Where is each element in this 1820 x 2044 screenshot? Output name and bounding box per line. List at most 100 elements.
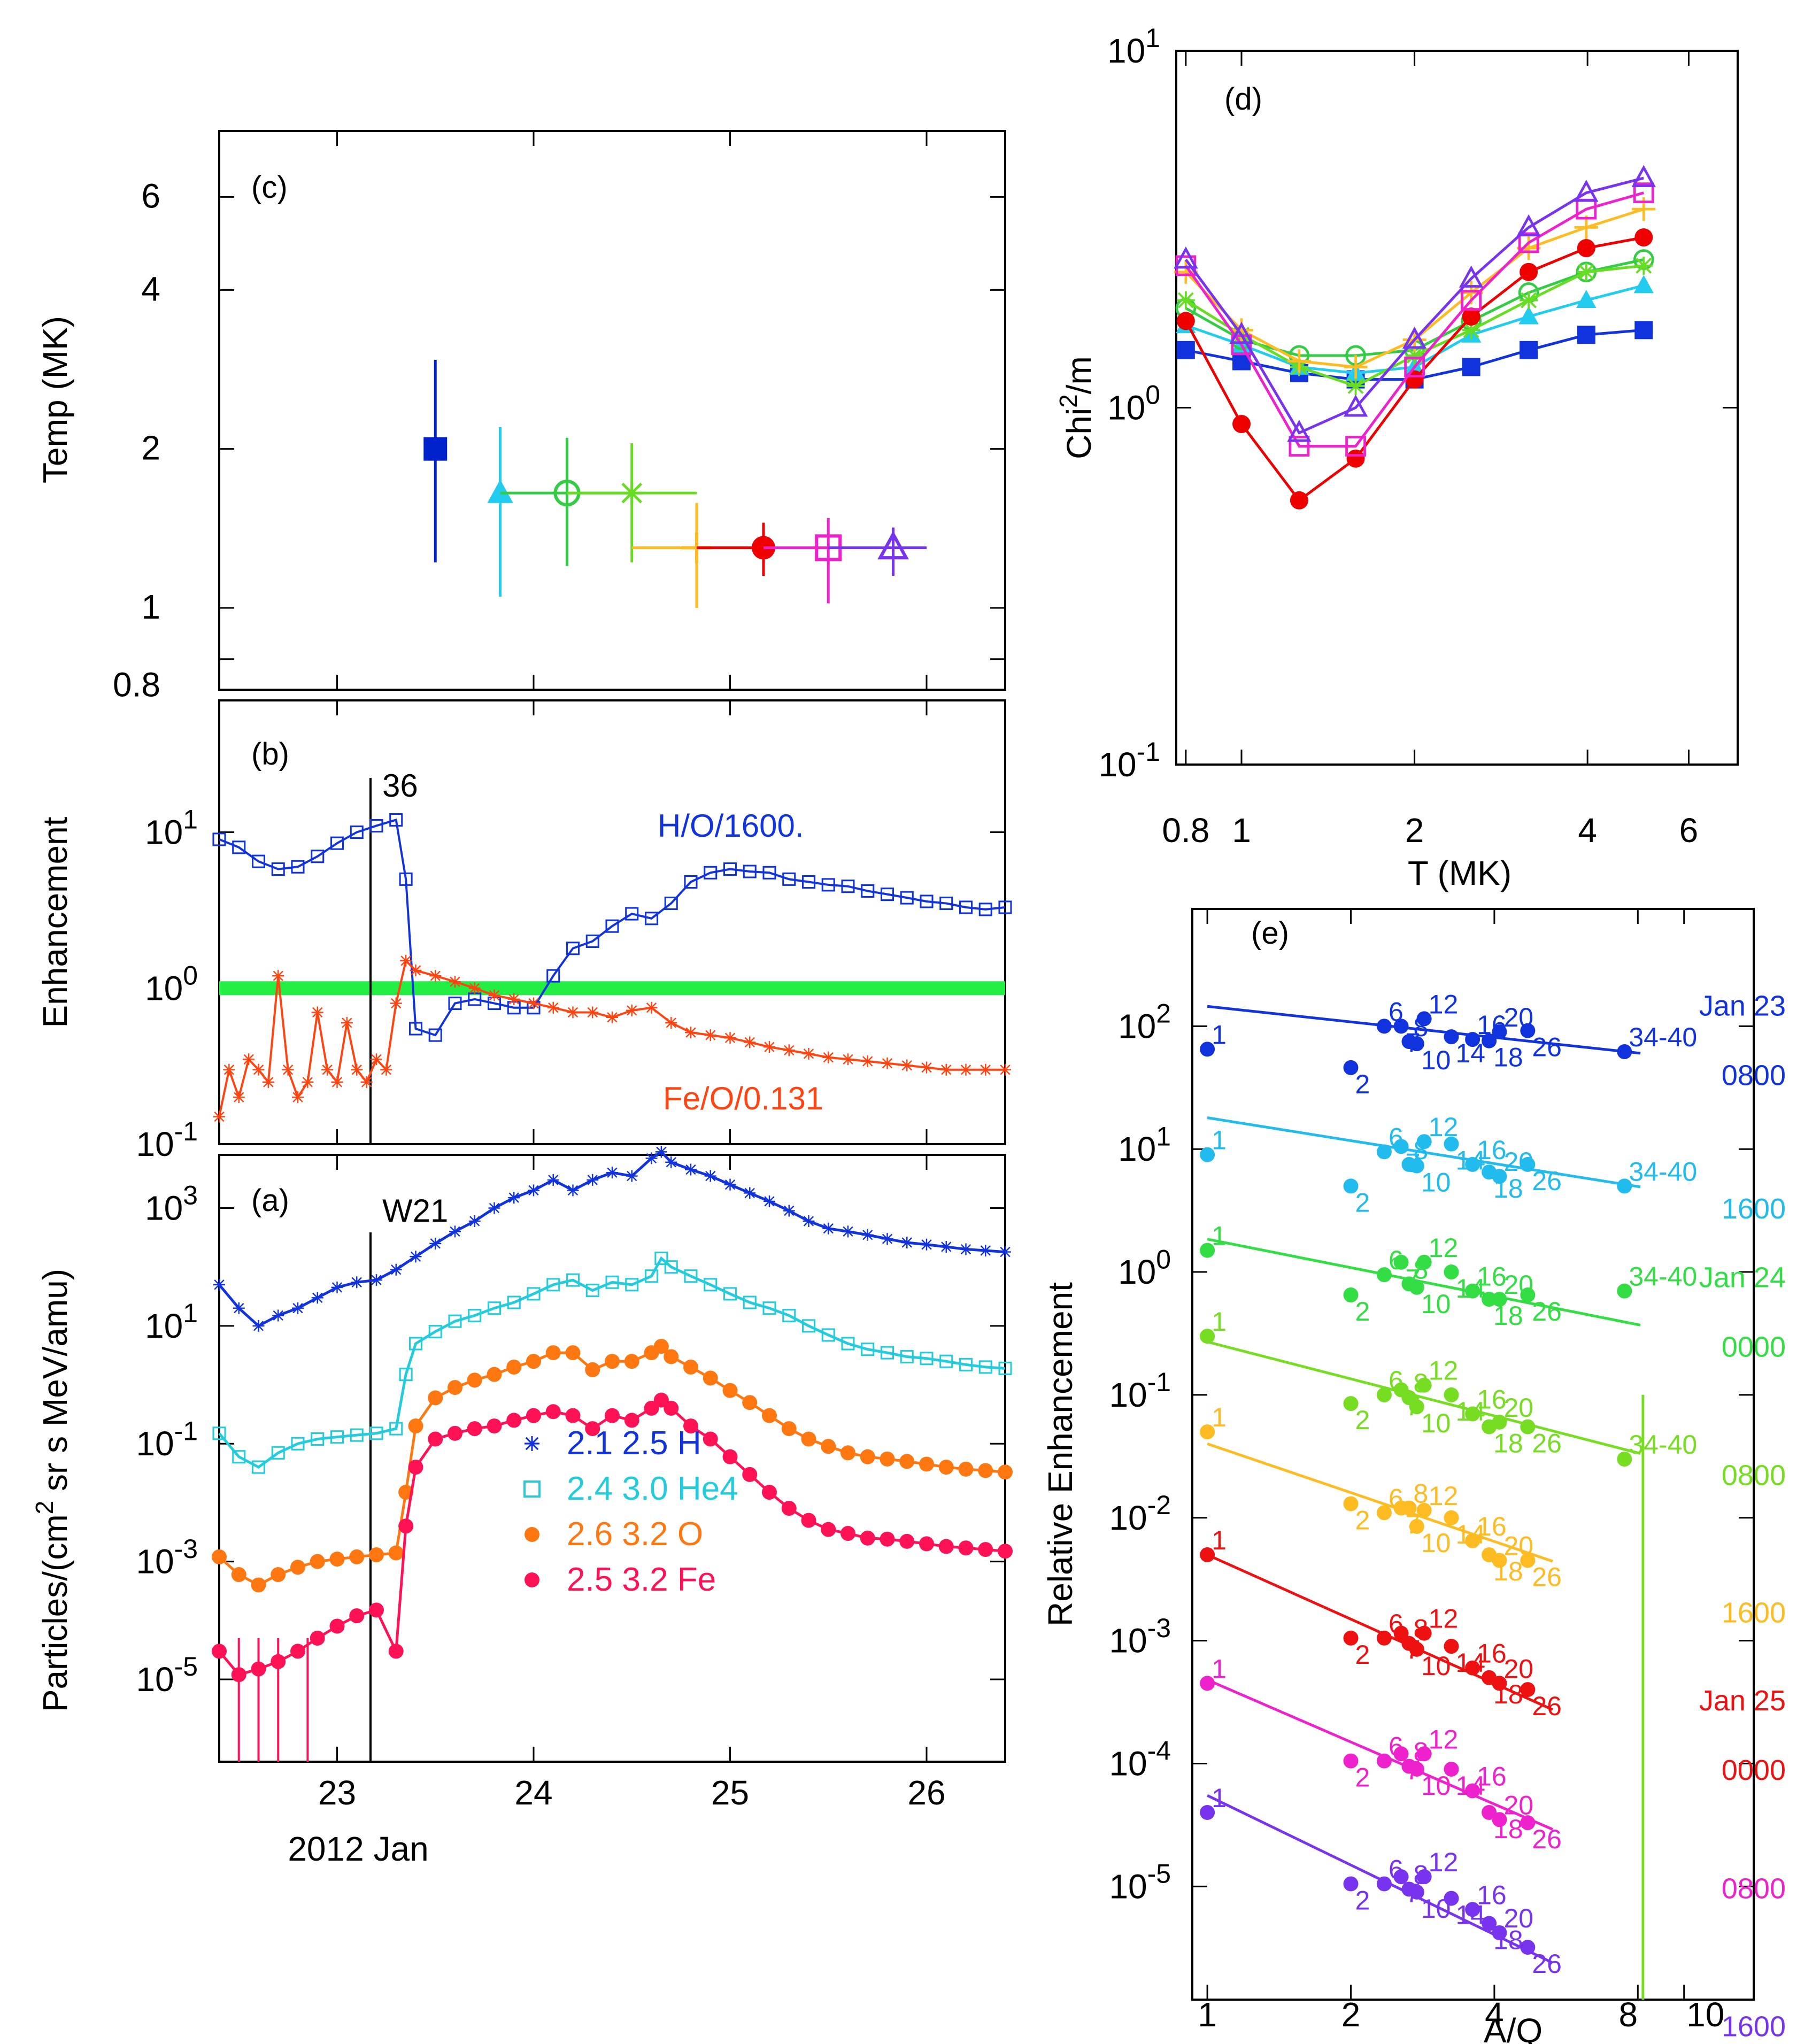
panel-a-series-0-point-31	[803, 1215, 815, 1227]
panel-d-frame	[1175, 50, 1739, 766]
panel-e-series-6-zlabel-8: 16	[1477, 1761, 1507, 1791]
panel-d-series-5-point-3	[1346, 449, 1365, 468]
panel-c-point-7	[877, 530, 909, 560]
panel-d-xtick-label-3: 4	[1578, 811, 1597, 850]
panel-a-series-3-point-28	[722, 1449, 738, 1464]
panel-d-series-6-point-8	[1633, 182, 1654, 204]
panel-a-series-0-point-41	[999, 1246, 1011, 1258]
panel-a-series-0-point-23	[655, 1146, 667, 1158]
panel-b-series-1-point-35	[704, 1029, 716, 1042]
panel-e-series-2-point-12	[1617, 1283, 1632, 1299]
panel-c-frame	[218, 130, 1006, 691]
panel-a-series-0-point-19	[587, 1174, 599, 1186]
panel-e-series-1-point-5	[1409, 1158, 1424, 1174]
panel-d-series-4-point-3	[1344, 355, 1368, 379]
panel-a-series-2-point-31	[781, 1421, 797, 1437]
panel-b-series-0-point-31	[801, 875, 816, 889]
panel-b-series-1-point-10	[311, 1006, 323, 1019]
panel-a-series-0-point-39	[960, 1243, 972, 1255]
panel-a-series-2-point-40	[958, 1461, 974, 1477]
panel-a-series-3-point-40	[958, 1540, 974, 1556]
panel-b-series-0-point-30	[782, 872, 796, 886]
panel-a-marker-label: W21	[382, 1193, 448, 1229]
panel-e-series-3-point-6	[1416, 1377, 1432, 1393]
panel-e-series-7-zlabel-1: 2	[1355, 1885, 1370, 1915]
panel-b-series-0-point-24	[664, 897, 678, 911]
panel-e-series-6-point-1	[1343, 1753, 1359, 1769]
panel-a-series-3-point-21	[605, 1408, 620, 1423]
panel-e-series-3-zlabel-10: 20	[1503, 1393, 1533, 1423]
panel-a-ytick-label-4-exp: -5	[174, 1652, 198, 1682]
panel-a-series-3-point-0	[212, 1644, 227, 1659]
panel-a-series-1-point-20	[585, 1283, 599, 1298]
panel-a-series-2-point-30	[762, 1408, 777, 1423]
panel-e-series-0-fit	[1207, 1005, 1641, 1055]
panel-b-series-0-point-10	[399, 872, 413, 886]
panel-a-series-0-point-20	[606, 1167, 618, 1179]
panel-a-legend-marker-2	[525, 1527, 539, 1542]
panel-d-series-5-point-0	[1176, 312, 1195, 330]
panel-e-series-2-zlabel-0: 1	[1212, 1221, 1227, 1251]
panel-a-xlabel: 2012 Jan	[288, 1830, 428, 1868]
panel-a-series-2-point-21	[605, 1354, 620, 1369]
panel-a-series-2-point-35	[860, 1449, 875, 1464]
panel-e-series-2-point-1	[1343, 1287, 1359, 1303]
panel-e-ytick-label-1: 101	[1118, 1121, 1171, 1168]
panel-a-series-1-point-26	[684, 1269, 698, 1283]
panel-e-series-2-time: 0000	[1722, 1331, 1786, 1363]
panel-a-ytick-label-2: 10-1	[136, 1416, 198, 1463]
panel-a-series-2-point-25	[664, 1349, 679, 1364]
panel-a-series-3-point-5	[310, 1630, 325, 1646]
panel-b-series-0-point-21	[605, 919, 619, 933]
panel-e-series-0-zlabel-12: 34-40	[1629, 1022, 1697, 1052]
panel-d-series-5-point-2	[1290, 491, 1308, 510]
panel-a-series-1-point-14	[468, 1308, 482, 1323]
panel-a-series-3-point-26	[683, 1418, 698, 1434]
panel-a-series-3-point-31	[781, 1501, 797, 1516]
panel-b-series-1-point-13	[341, 1016, 353, 1029]
panel-e-series-4-point-1	[1343, 1496, 1359, 1511]
panel-a-series-3-point-6	[329, 1618, 345, 1634]
panel-e-series-2-point-0	[1200, 1243, 1215, 1258]
panel-e-series-5-point-10	[1492, 1676, 1507, 1691]
panel-a-series-0-point-27	[724, 1178, 736, 1191]
panel-d-label: (d)	[1224, 82, 1262, 117]
panel-b-series-1-point-24	[488, 989, 500, 1001]
panel-a-xtick-label-1: 24	[514, 1773, 552, 1812]
panel-e-series-1-fit	[1207, 1116, 1641, 1189]
panel-a-series-1-point-21	[605, 1275, 619, 1289]
panel-a-series-2-point-8	[369, 1547, 384, 1563]
panel-a-series-0-point-21	[626, 1170, 638, 1182]
panel-e-series-7-point-5	[1409, 1884, 1424, 1900]
panel-b-series-1-point-3	[243, 1053, 255, 1066]
panel-b-series-1-point-21	[429, 970, 442, 982]
panel-d-series-4-point-7	[1574, 215, 1598, 240]
panel-b-marker-label: 36	[382, 768, 418, 804]
panel-a-series-2-point-15	[487, 1367, 502, 1382]
panel-b-series-1-point-0	[213, 1110, 225, 1123]
panel-b-ytick-label-2-exp: -1	[174, 1116, 198, 1146]
panel-a-series-2-point-24	[653, 1339, 669, 1354]
panel-a-series-0-point-26	[704, 1170, 716, 1182]
panel-e-series-1-point-10	[1492, 1169, 1507, 1184]
panel-b-series-0-point-19	[566, 942, 580, 955]
panel-a-ytick-label-1-exp: 1	[183, 1298, 198, 1328]
panel-e-ytick-label-2-exp: 0	[1156, 1244, 1171, 1274]
panel-a-series-2-point-36	[880, 1451, 895, 1467]
panel-a-series-1-point-6	[330, 1430, 344, 1444]
panel-a-series-2-point-9	[388, 1545, 404, 1561]
panel-b-series-0-point-25	[684, 875, 698, 889]
panel-e-series-0-point-0	[1200, 1042, 1215, 1057]
panel-e-series-6-point-7	[1444, 1762, 1459, 1777]
panel-b-series-1-point-38	[764, 1041, 775, 1053]
panel-b-series-1-point-19	[400, 954, 412, 967]
panel-e-series-7-point-11	[1520, 1940, 1536, 1955]
panel-e-series-7-point-6	[1416, 1869, 1432, 1885]
panel-a-series-2-point-3	[271, 1567, 286, 1583]
panel-a-series-2-point-11	[408, 1418, 423, 1434]
panel-b-series-1-point-14	[351, 1063, 363, 1076]
panel-a-series-0-point-14	[488, 1202, 500, 1214]
panel-b-series-1-point-36	[724, 1032, 736, 1044]
panel-e-series-6-point-6	[1416, 1746, 1432, 1762]
